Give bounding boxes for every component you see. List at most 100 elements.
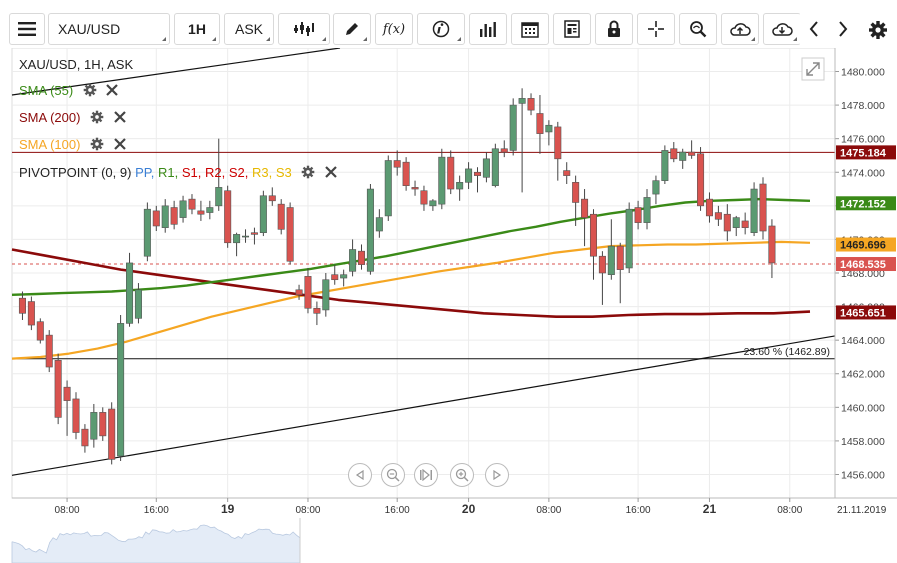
candle-body <box>581 198 589 218</box>
scroll-left-button[interactable] <box>799 13 829 45</box>
candle <box>143 202 151 262</box>
candle-body <box>589 213 597 257</box>
candle <box>723 204 731 242</box>
info-button[interactable] <box>417 13 465 45</box>
last-price-tag: 1468.535 <box>836 257 896 272</box>
reset-button[interactable] <box>414 463 438 487</box>
candle-body <box>438 156 446 205</box>
candle-body <box>723 213 731 232</box>
candle <box>589 209 597 280</box>
candle-body <box>63 386 71 401</box>
candle-body <box>90 412 98 440</box>
candle-body <box>697 153 705 207</box>
candle <box>679 148 687 169</box>
candle <box>108 402 116 465</box>
close-icon[interactable] <box>113 111 126 126</box>
cloud-upload-icon <box>730 23 751 36</box>
y-axis-area <box>835 48 897 498</box>
gear-icon[interactable] <box>301 165 315 182</box>
zoom-out-button[interactable] <box>381 463 405 487</box>
symbol-select[interactable]: XAU/USD <box>48 13 170 45</box>
candle-body <box>295 289 303 296</box>
r1-price-tag-bg <box>836 145 896 160</box>
crosshair-button[interactable] <box>637 13 675 45</box>
pivot-r1: R1, <box>157 165 179 180</box>
nav-left-button[interactable] <box>348 463 372 487</box>
zoom-button[interactable] <box>679 13 717 45</box>
sma100-price-tag: 1469.696 <box>836 237 896 252</box>
candle <box>661 145 669 185</box>
x-tick-label: 08:00 <box>55 505 80 516</box>
nav-right-button[interactable] <box>485 463 509 487</box>
candle-body <box>402 161 410 186</box>
candle-body <box>598 255 606 274</box>
candle-body <box>634 207 642 223</box>
candle <box>295 284 303 300</box>
news-button[interactable] <box>553 13 591 45</box>
zoom-icon <box>690 21 707 38</box>
chevron-right-icon <box>839 21 848 37</box>
legend-sma200[interactable]: SMA (200) <box>19 110 126 127</box>
legend-sma100[interactable]: SMA (100) <box>19 137 126 154</box>
candle-body <box>554 126 562 160</box>
indicators-button[interactable]: f(x) <box>375 13 413 45</box>
candle-body <box>643 197 651 223</box>
candle-body <box>536 113 544 134</box>
navigator[interactable] <box>11 518 835 563</box>
legend-pivot[interactable]: PIVOTPOINT (0, 9) PP, R1, S1, R2, S2, R3… <box>19 165 337 182</box>
price-tags: 1475.184 1472.152 1469.696 1468.535 1465.651 <box>836 145 896 320</box>
candle-body <box>206 207 214 213</box>
draw-button[interactable] <box>333 13 371 45</box>
close-icon[interactable] <box>106 84 119 99</box>
gear-icon[interactable] <box>90 110 104 127</box>
candle <box>563 162 571 185</box>
candle <box>233 232 241 257</box>
price-type-select[interactable]: ASK <box>224 13 274 45</box>
candle-body <box>108 408 116 460</box>
candle-body <box>527 98 535 111</box>
candle <box>36 318 44 344</box>
volume-button[interactable] <box>469 13 507 45</box>
zoom-in-button[interactable] <box>450 463 474 487</box>
chart-type-button[interactable] <box>278 13 330 45</box>
candle-body <box>259 195 267 234</box>
candle <box>242 229 250 243</box>
candle <box>473 167 482 193</box>
settings-button[interactable] <box>868 20 888 45</box>
candlestick-icon <box>294 22 314 36</box>
candle-body <box>99 412 107 437</box>
candle-body <box>286 207 294 262</box>
scroll-right-button[interactable] <box>829 13 857 45</box>
candle <box>429 199 437 211</box>
candle <box>179 195 187 223</box>
legend-pivot-label: PIVOTPOINT (0, 9) <box>19 165 132 180</box>
candle <box>250 227 258 245</box>
x-tick-label: 20 <box>462 502 476 516</box>
candle <box>357 244 366 270</box>
candle <box>509 98 517 156</box>
close-icon[interactable] <box>113 138 126 153</box>
upload-button[interactable] <box>721 13 759 45</box>
candle <box>81 424 89 453</box>
calendar-button[interactable] <box>511 13 549 45</box>
candle <box>768 219 776 279</box>
gear-icon[interactable] <box>90 137 104 154</box>
lock-button[interactable] <box>595 13 633 45</box>
gear-icon[interactable] <box>83 83 97 100</box>
candle-body <box>429 200 437 207</box>
close-icon[interactable] <box>325 166 337 181</box>
candle <box>313 301 321 326</box>
interval-select[interactable]: 1H <box>174 13 220 45</box>
menu-button[interactable] <box>9 13 45 45</box>
fullscreen-button[interactable] <box>801 57 825 81</box>
symbol-label: XAU/USD <box>58 21 121 37</box>
candle-body <box>652 180 660 195</box>
candle <box>581 189 589 247</box>
legend-sma55[interactable]: SMA (55) <box>19 83 119 100</box>
pivot-pp: PP, <box>135 165 155 180</box>
candle <box>152 205 160 232</box>
candle <box>27 296 35 331</box>
price-chart[interactable]: 23.60 % (1462.89) 1480.000 1478.000 1476.0… <box>0 48 897 563</box>
download-button[interactable] <box>763 13 801 45</box>
trendlines[interactable]: 23.60 % (1462.89) <box>11 48 836 476</box>
